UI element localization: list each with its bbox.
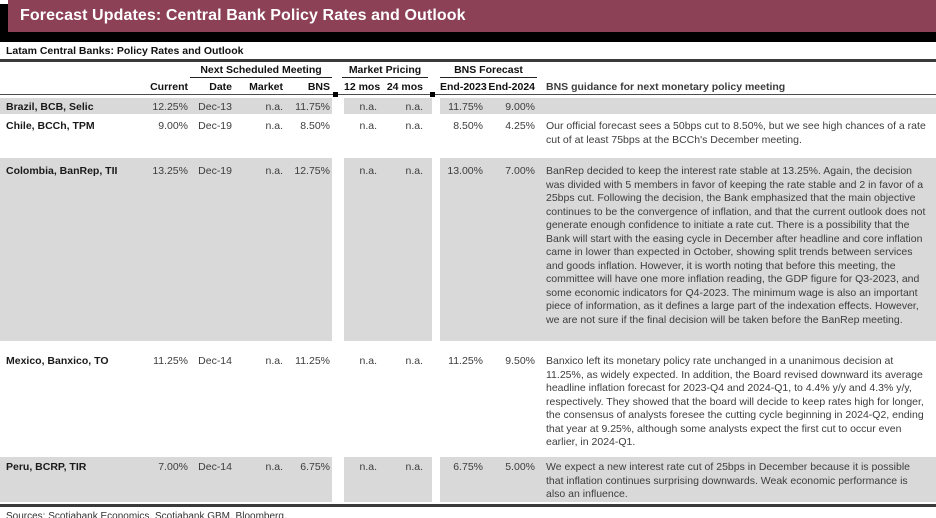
current-rate: 12.25% <box>152 100 188 113</box>
bns-expectation: 12.75% <box>294 165 330 177</box>
forecast-end-2024: 9.50% <box>505 355 535 367</box>
market-expectation: n.a. <box>265 461 283 473</box>
forecast-end-2023: 13.00% <box>447 165 483 177</box>
market-pricing-12m: n.a. <box>359 120 377 132</box>
bns-expectation: 6.75% <box>300 461 330 473</box>
forecast-end-2023: 8.50% <box>453 120 483 132</box>
forecast-end-2023: 11.25% <box>448 355 483 367</box>
market-pricing-24m: n.a. <box>405 100 423 113</box>
market-expectation: n.a. <box>265 100 283 113</box>
column-header-row: Current Date Market BNS 12 mos 24 mos En… <box>0 78 936 94</box>
group-market-pricing: Market Pricing <box>342 64 428 78</box>
forecast-end-2024: 5.00% <box>505 461 535 473</box>
guidance-text: Our official forecast sees a 50bps cut t… <box>546 120 926 146</box>
title-banner: Forecast Updates: Central Bank Policy Ra… <box>0 0 936 42</box>
column-divider-tick <box>430 91 435 97</box>
header-bns: BNS <box>307 80 330 93</box>
market-expectation: n.a. <box>265 120 283 132</box>
forecast-end-2023: 11.75% <box>448 100 483 113</box>
market-pricing-12m: n.a. <box>359 100 377 113</box>
row-label: Brazil, BCB, Selic <box>6 100 94 113</box>
header-date: Date <box>209 80 232 93</box>
header-end-2023: End-2023 <box>440 80 487 93</box>
forecast-end-2024: 4.25% <box>505 120 535 132</box>
meeting-date: Dec-14 <box>198 461 232 473</box>
forecast-end-2024: 9.00% <box>505 100 535 113</box>
row-label: Peru, BCRP, TIR <box>6 461 87 473</box>
header-12mos: 12 mos <box>344 80 381 93</box>
bns-expectation: 11.75% <box>295 100 330 113</box>
header-current: Current <box>150 80 188 93</box>
guidance-text: Banxico left its monetary policy rate un… <box>546 355 924 448</box>
forecast-end-2024: 7.00% <box>505 165 535 177</box>
bottom-rule <box>0 503 936 507</box>
banner-bar: Forecast Updates: Central Bank Policy Ra… <box>8 0 936 32</box>
column-divider-tick <box>333 91 338 97</box>
row-label: Chile, BCCh, TPM <box>6 120 95 132</box>
sources-note: Sources: Scotiabank Economics, Scotiaban… <box>6 510 287 518</box>
guidance-text: BanRep decided to keep the interest rate… <box>546 165 926 326</box>
current-rate: 7.00% <box>158 461 188 473</box>
guidance-text: We expect a new interest rate cut of 25b… <box>546 461 910 500</box>
table-title: Latam Central Banks: Policy Rates and Ou… <box>6 45 244 57</box>
table-body: Brazil, BCB, Selic 12.25% Dec-13 n.a. 11… <box>0 95 936 504</box>
table-row-mexico: Mexico, Banxico, TO 11.25% Dec-14 n.a. 1… <box>0 343 936 453</box>
row-label: Mexico, Banxico, TO <box>6 355 109 367</box>
table-row-chile: Chile, BCCh, TPM 9.00% Dec-19 n.a. 8.50%… <box>0 116 936 151</box>
row-label: Colombia, BanRep, TII <box>6 165 118 177</box>
header-rule <box>0 91 936 97</box>
group-bns-forecast: BNS Forecast <box>440 64 537 78</box>
table-row-brazil: Brazil, BCB, Selic 12.25% Dec-13 n.a. 11… <box>0 95 936 117</box>
current-rate: 13.25% <box>152 165 188 177</box>
market-expectation: n.a. <box>265 165 283 177</box>
table-row-colombia: Colombia, BanRep, TII 13.25% Dec-19 n.a.… <box>0 151 936 343</box>
page-title: Forecast Updates: Central Bank Policy Ra… <box>20 7 466 24</box>
meeting-date: Dec-19 <box>198 120 232 132</box>
column-group-header-row: Next Scheduled Meeting Market Pricing BN… <box>0 62 936 78</box>
current-rate: 9.00% <box>158 120 188 132</box>
header-end-2024: End-2024 <box>488 80 535 93</box>
market-expectation: n.a. <box>265 355 283 367</box>
forecast-end-2023: 6.75% <box>453 461 483 473</box>
market-pricing-24m: n.a. <box>405 165 423 177</box>
market-pricing-24m: n.a. <box>405 120 423 132</box>
bns-expectation: 11.25% <box>295 355 330 367</box>
header-guidance: BNS guidance for next monetary policy me… <box>546 80 786 93</box>
meeting-date: Dec-19 <box>198 165 232 177</box>
market-pricing-24m: n.a. <box>405 461 423 473</box>
top-rule <box>0 59 936 62</box>
market-pricing-24m: n.a. <box>405 355 423 367</box>
header-24mos: 24 mos <box>386 80 423 93</box>
market-pricing-12m: n.a. <box>359 355 377 367</box>
bns-expectation: 8.50% <box>300 120 330 132</box>
meeting-date: Dec-14 <box>198 355 232 367</box>
market-pricing-12m: n.a. <box>359 461 377 473</box>
market-pricing-12m: n.a. <box>359 165 377 177</box>
header-market: Market <box>249 80 283 93</box>
group-next-scheduled-meeting: Next Scheduled Meeting <box>190 64 332 78</box>
current-rate: 11.25% <box>153 355 188 367</box>
meeting-date: Dec-13 <box>198 100 232 113</box>
table-row-peru: Peru, BCRP, TIR 7.00% Dec-14 n.a. 6.75% … <box>0 453 936 504</box>
